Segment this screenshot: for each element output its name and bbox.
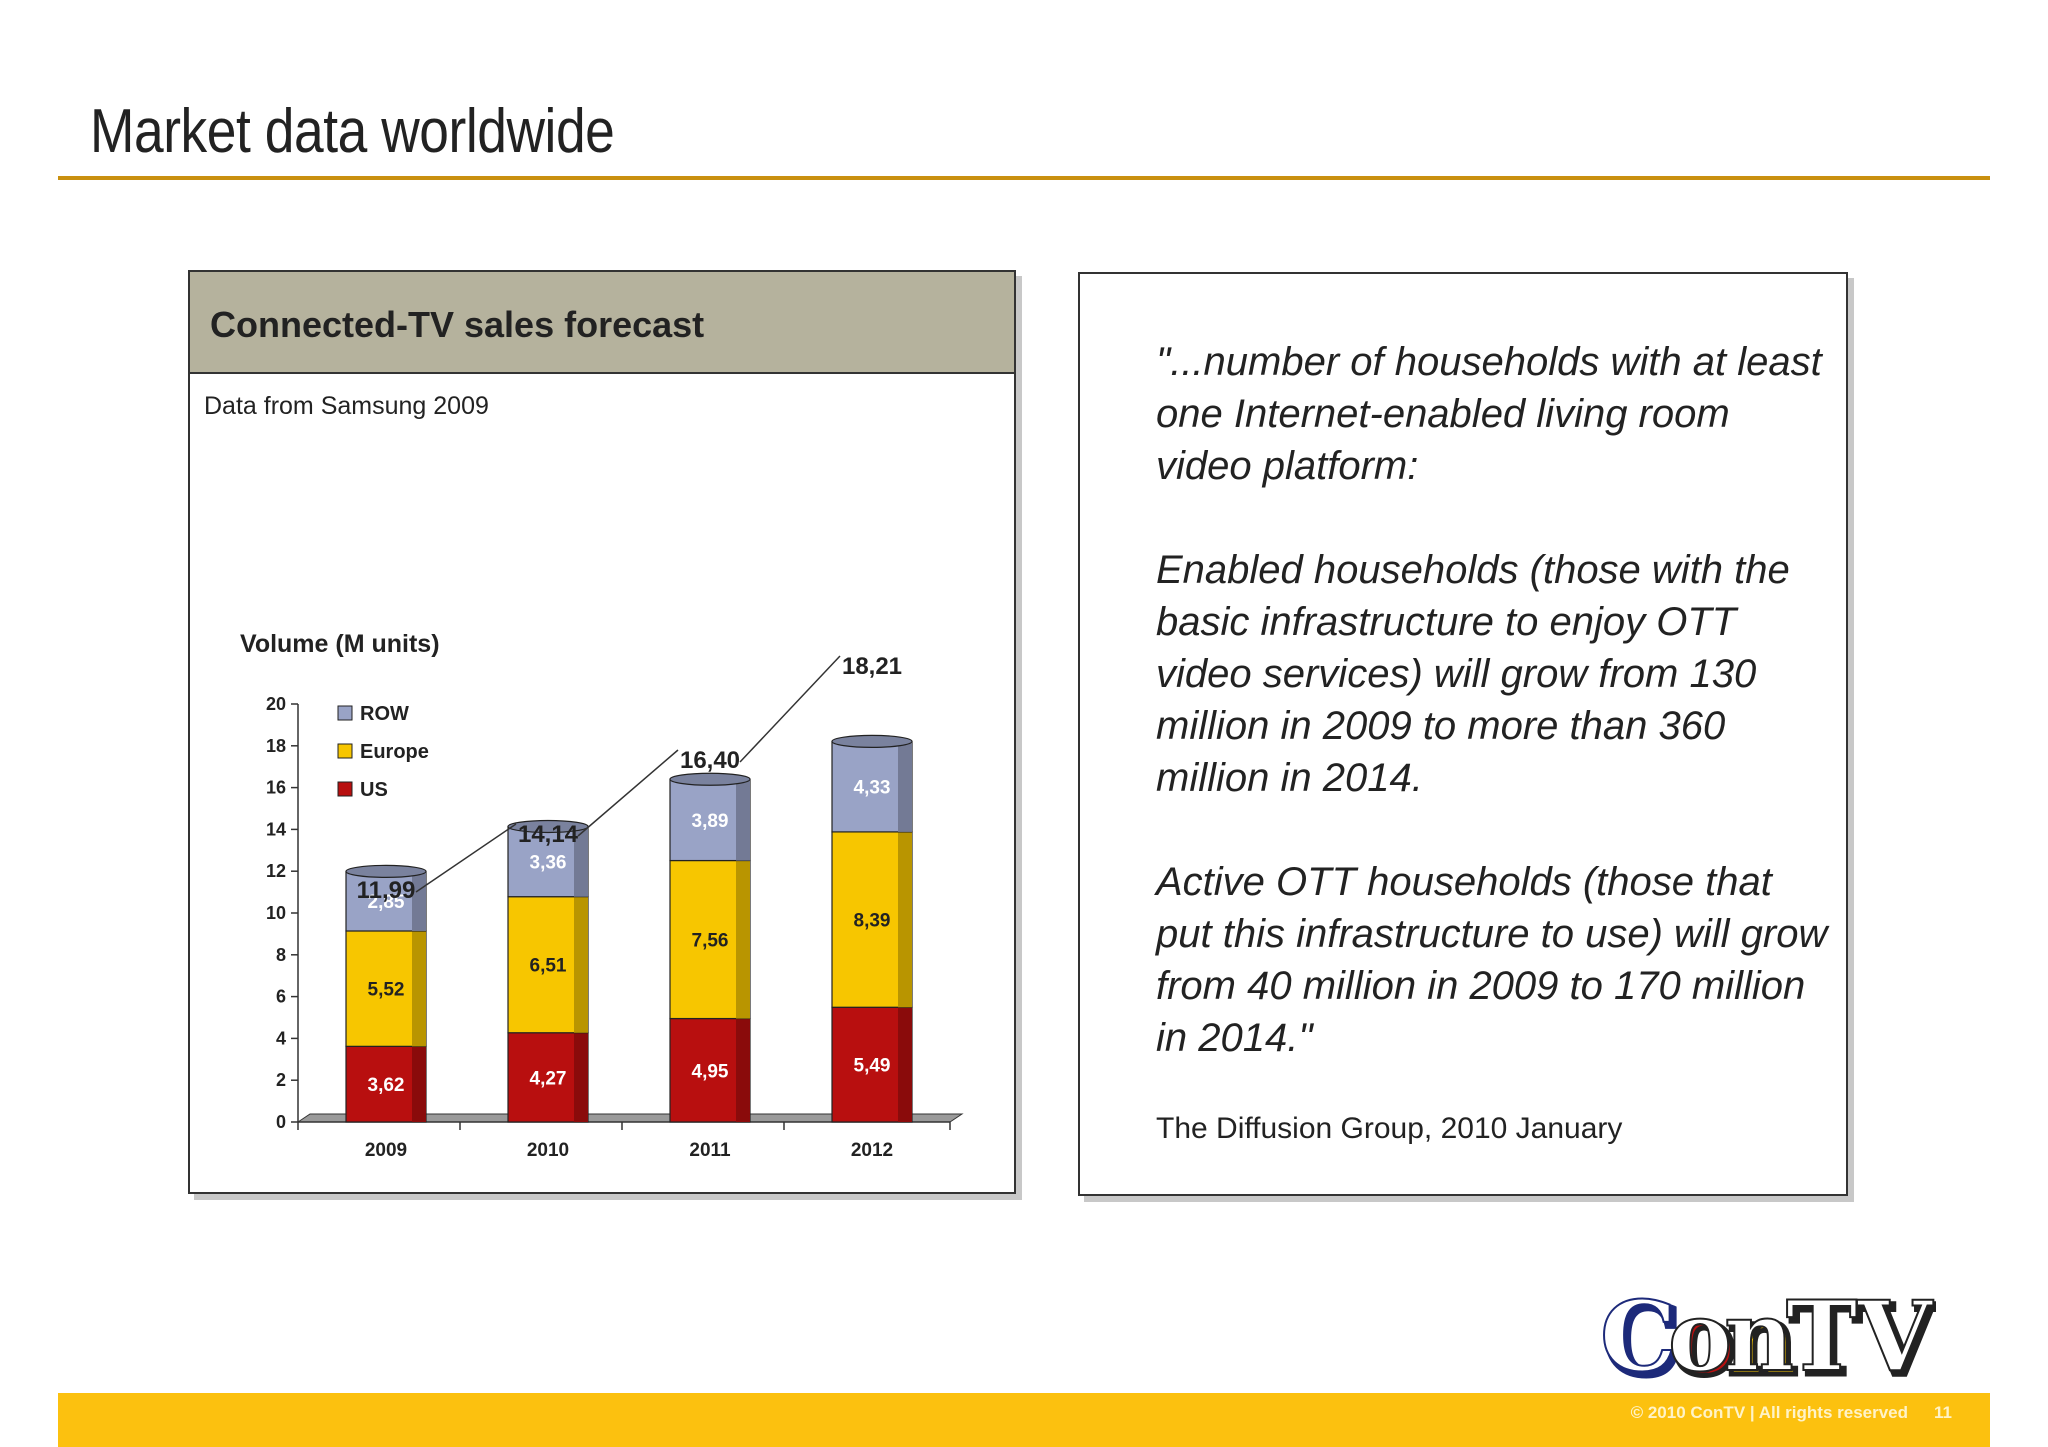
quote-text: "...number of households with at least o… — [1156, 336, 1836, 1116]
contv-logo: C C o o n n TV TV — [1599, 1282, 1936, 1392]
quote-paragraph-3: Active OTT households (those that put th… — [1156, 860, 1828, 1060]
y-tick-label: 12 — [266, 861, 286, 881]
title-divider — [58, 176, 1990, 180]
y-tick-label: 10 — [266, 903, 286, 923]
segment-label-us-2010: 4,27 — [530, 1068, 567, 1089]
x-tick-label-2010: 2010 — [527, 1140, 569, 1161]
bar-shade-europe-2012 — [898, 831, 912, 1008]
bar-shade-row-2009 — [412, 871, 426, 931]
footer-copyright: © 2010 ConTV | All rights reserved — [1630, 1403, 1909, 1422]
legend-label-europe: Europe — [360, 741, 429, 763]
svg-text:C: C — [1600, 1282, 1676, 1392]
y-tick-label: 2 — [276, 1070, 286, 1090]
segment-label-europe-2009: 5,52 — [368, 980, 405, 1001]
legend-swatch-us — [337, 781, 353, 797]
quote-attribution: The Diffusion Group, 2010 January — [1156, 1112, 1623, 1145]
total-connector-line — [739, 655, 841, 763]
x-tick-label-2009: 2009 — [365, 1140, 407, 1161]
total-label-2012: 18,21 — [842, 653, 902, 680]
chart-panel: Connected-TV sales forecast Data from Sa… — [188, 270, 1016, 1194]
total-label-2010: 14,14 — [518, 821, 579, 848]
bar-shade-us-2009 — [412, 1046, 426, 1122]
legend-label-row: ROW — [360, 703, 409, 725]
quote-panel: "...number of households with at least o… — [1078, 272, 1848, 1196]
svg-text:n: n — [1724, 1282, 1794, 1392]
chart-panel-title: Connected-TV sales forecast — [210, 304, 705, 345]
slide-title: Market data worldwide — [90, 97, 615, 166]
segment-label-row-2011: 3,89 — [692, 811, 729, 832]
svg-text:TV: TV — [1790, 1284, 1936, 1392]
bar-shade-us-2010 — [574, 1032, 588, 1122]
bar-top-cap-2011 — [669, 772, 751, 786]
footer-bar: © 2010 ConTV | All rights reserved 11 — [58, 1393, 1990, 1447]
y-tick-label: 18 — [266, 736, 286, 756]
legend-swatch-row — [337, 705, 353, 721]
y-tick-label: 4 — [276, 1028, 286, 1048]
y-tick-label: 0 — [276, 1112, 286, 1132]
legend-label-us: US — [360, 779, 388, 801]
bar-shade-us-2011 — [736, 1018, 750, 1122]
bar-shade-row-2011 — [736, 779, 750, 861]
bar-shade-us-2012 — [898, 1007, 912, 1122]
bar-shade-europe-2009 — [412, 930, 426, 1047]
svg-text:C: C — [1604, 1284, 1680, 1392]
segment-label-row-2010: 3,36 — [530, 853, 567, 874]
y-tick-label: 6 — [276, 987, 286, 1007]
segment-label-europe-2012: 8,39 — [854, 911, 891, 932]
total-label-2009: 11,99 — [357, 877, 416, 904]
bar-shade-row-2012 — [898, 741, 912, 832]
footer-text: © 2010 ConTV | All rights reserved 11 — [1631, 1403, 1952, 1423]
svg-text:n: n — [1728, 1284, 1798, 1392]
segment-label-row-2009: 2,85 — [368, 892, 405, 913]
svg-text:o: o — [1668, 1282, 1732, 1392]
bar-top-cap-2012 — [831, 734, 913, 749]
quote-paragraph-1: "...number of households with at least o… — [1156, 340, 1822, 488]
y-tick-label: 8 — [276, 945, 286, 965]
segment-label-us-2009: 3,62 — [368, 1075, 405, 1096]
bar-top-cap-2009 — [345, 864, 427, 879]
legend-swatch-europe — [337, 743, 353, 759]
bar-shade-europe-2010 — [574, 896, 588, 1033]
segment-label-us-2011: 4,95 — [692, 1061, 729, 1082]
y-tick-label: 20 — [266, 694, 286, 714]
bar-shade-row-2010 — [574, 826, 588, 897]
y-axis-title: Volume (M units) — [240, 630, 440, 658]
total-connector-line — [577, 749, 679, 837]
y-tick-label: 14 — [266, 819, 286, 839]
total-connector-line — [415, 823, 517, 893]
x-tick-label-2012: 2012 — [851, 1140, 893, 1161]
svg-text:TV: TV — [1786, 1282, 1933, 1392]
stacked-bar-chart: Volume (M units) 0 2 4 6 8 10 12 14 16 18 20 3,62 5,5… — [240, 630, 964, 1161]
page-number: 11 — [1934, 1403, 1952, 1422]
chart-source-note: Data from Samsung 2009 — [204, 392, 489, 420]
segment-label-europe-2010: 6,51 — [530, 956, 567, 977]
chart-panel-header: Connected-TV sales forecast — [190, 272, 1014, 374]
x-tick-label-2011: 2011 — [689, 1140, 731, 1161]
svg-text:o: o — [1672, 1284, 1736, 1392]
total-label-2011: 16,40 — [680, 747, 740, 774]
segment-label-us-2012: 5,49 — [854, 1056, 891, 1077]
quote-paragraph-2: Enabled households (those with the basic… — [1156, 548, 1790, 800]
bar-shade-europe-2011 — [736, 860, 750, 1019]
y-tick-label: 16 — [266, 778, 286, 798]
segment-label-row-2012: 4,33 — [854, 778, 891, 799]
segment-label-europe-2011: 7,56 — [692, 931, 729, 952]
